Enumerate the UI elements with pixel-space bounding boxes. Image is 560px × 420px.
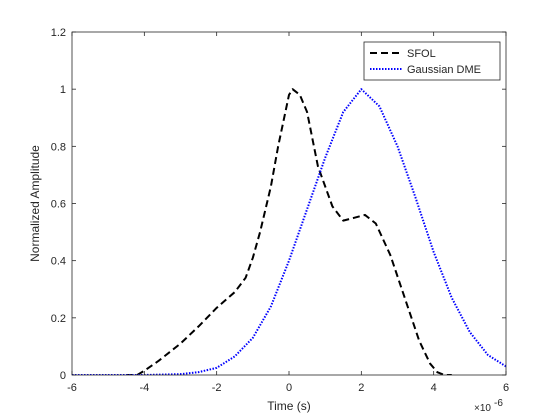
- y-tick-label: 0.8: [51, 141, 66, 153]
- legend: SFOL Gaussian DME: [363, 41, 501, 81]
- x-tick-label: 2: [358, 382, 364, 394]
- x-tick-label: 4: [431, 382, 437, 394]
- y-tick-label: 0.6: [51, 199, 66, 211]
- axes-layer: -6 -4 -2 0 2 4 6 0 0.2 0.4 0.6 0.8 1 1.2 Time (s) Norma…: [28, 27, 509, 414]
- x-axis-label: Time (s): [267, 399, 311, 413]
- y-tick-label: 1.2: [51, 27, 66, 39]
- series-line-gaussian-dme: [72, 88, 506, 375]
- y-tick-label: 0: [60, 370, 66, 382]
- series-line-sfol: [126, 88, 452, 375]
- x-exponent-power: -6: [494, 398, 503, 409]
- plot-area: [72, 32, 506, 375]
- x-tick-label: -6: [67, 382, 77, 394]
- legend-label-sfol: SFOL: [407, 48, 436, 60]
- legend-label-gaussian-dme: Gaussian DME: [407, 64, 481, 76]
- plot-background: [72, 32, 506, 375]
- x-tick-label: 6: [503, 382, 509, 394]
- x-tick-label: -2: [212, 382, 222, 394]
- y-tick-label: 1: [60, 84, 66, 96]
- y-axis-label: Normalized Amplitude: [28, 145, 42, 262]
- y-tick-label: 0.4: [51, 256, 66, 268]
- series-layer: [72, 88, 506, 375]
- x-tick-label: 0: [286, 382, 292, 394]
- y-tick-label: 0.2: [51, 313, 66, 325]
- legend-box: [363, 41, 501, 81]
- x-tick-label: -4: [139, 382, 149, 394]
- x-exponent-label: ×10: [474, 403, 491, 414]
